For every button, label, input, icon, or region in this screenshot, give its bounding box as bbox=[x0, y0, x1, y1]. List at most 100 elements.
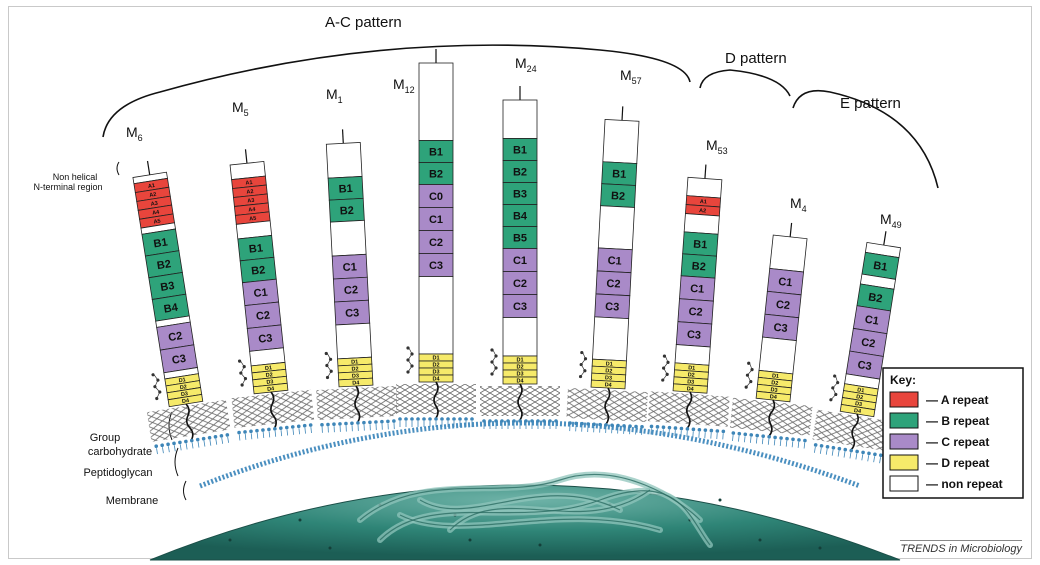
segment-non-repeat bbox=[418, 276, 454, 355]
segment-label: D4 bbox=[853, 408, 862, 415]
peptidoglycan-block bbox=[396, 384, 476, 414]
segment-label: A2 bbox=[699, 208, 706, 214]
segment-label: D2 bbox=[605, 368, 612, 374]
segment-label: D4 bbox=[182, 398, 191, 405]
segment-label: B2 bbox=[156, 258, 172, 272]
segment-label: D4 bbox=[604, 382, 612, 388]
protein-label-sub: 12 bbox=[405, 85, 415, 95]
m-proteins: A1A2A3A4A5B1B2B3B4C2C3D1D2D3D4M6A1A2A3A4… bbox=[126, 49, 902, 465]
segment-label: D4 bbox=[267, 386, 276, 393]
segment-label: B4 bbox=[163, 301, 180, 315]
legend-swatch bbox=[889, 475, 919, 492]
segment-non-repeat bbox=[335, 322, 372, 360]
segment-label: B2 bbox=[340, 205, 355, 218]
legend-swatch bbox=[889, 454, 919, 471]
segment-label: B1 bbox=[153, 236, 169, 250]
segment-non-repeat bbox=[674, 344, 711, 366]
protein-stem bbox=[146, 160, 151, 175]
segment-non-repeat bbox=[502, 99, 538, 139]
peptidoglycan-block bbox=[146, 399, 231, 442]
segment-label: B3 bbox=[160, 280, 176, 294]
pattern-brackets bbox=[102, 44, 939, 189]
segment-label: B1 bbox=[429, 146, 443, 158]
peptidoglycan-block bbox=[231, 389, 315, 429]
legend-item-label: — D repeat bbox=[926, 456, 989, 470]
protein-stem bbox=[244, 149, 248, 164]
membrane-anchor bbox=[850, 413, 859, 451]
segment-label: B2 bbox=[611, 190, 626, 203]
protein-label-sub: 53 bbox=[718, 146, 728, 156]
segment-label: D3 bbox=[432, 369, 439, 375]
nterm-label-1: Non helical bbox=[53, 172, 98, 182]
segment-label: C1 bbox=[513, 255, 527, 267]
membrane-lipids bbox=[813, 443, 889, 465]
legend-swatch bbox=[889, 412, 919, 429]
protein-label-sub: 6 bbox=[138, 133, 143, 143]
segment-label: B1 bbox=[872, 260, 888, 274]
segment-non-repeat bbox=[329, 219, 367, 257]
protein-label-M4: M4 bbox=[790, 195, 807, 214]
segment-label: B1 bbox=[693, 239, 708, 252]
segment-label: B3 bbox=[513, 188, 527, 200]
nterm-brace bbox=[116, 161, 120, 176]
segment-label: C2 bbox=[255, 310, 270, 323]
protein-label-main: M bbox=[326, 86, 338, 102]
protein-label-main: M bbox=[790, 195, 802, 211]
group-carbohydrate-chain bbox=[829, 374, 840, 402]
segment-label: D2 bbox=[516, 364, 523, 370]
membrane-lipids bbox=[237, 423, 313, 441]
protein-label-main: M bbox=[232, 99, 244, 115]
protein-label-M57: M57 bbox=[620, 67, 642, 86]
protein-label-sub: 24 bbox=[527, 64, 537, 74]
membrane-anchor bbox=[768, 399, 776, 437]
segment-label: C3 bbox=[773, 322, 788, 335]
segment-label: D4 bbox=[432, 376, 440, 382]
membrane-label: Membrane bbox=[106, 495, 159, 507]
pattern-label-ac: A-C pattern bbox=[325, 14, 402, 31]
segment-label: D1 bbox=[688, 365, 695, 371]
nterm-label-2: N-terminal region bbox=[33, 182, 102, 192]
membrane-lipids bbox=[649, 424, 726, 440]
protein-label-M1: M1 bbox=[326, 86, 343, 105]
legend-item-label: — C repeat bbox=[926, 435, 989, 449]
segment-label: D2 bbox=[351, 366, 358, 372]
segment-label: C3 bbox=[429, 260, 443, 272]
segment-label: D4 bbox=[769, 394, 778, 401]
peptidoglycan-block bbox=[316, 385, 398, 421]
protein-label-sub: 57 bbox=[632, 76, 642, 86]
segment-non-repeat bbox=[686, 176, 723, 199]
segment-label: C3 bbox=[258, 332, 273, 345]
segment-label: A3 bbox=[150, 201, 158, 208]
segment-label: A1 bbox=[700, 199, 707, 205]
segment-label: C2 bbox=[860, 336, 876, 350]
group-label-2: carbohydrate bbox=[88, 446, 152, 458]
protein-label-sub: 1 bbox=[338, 95, 343, 105]
segment-non-repeat bbox=[683, 213, 720, 235]
bracket-d bbox=[699, 69, 791, 97]
legend-item-label: — non repeat bbox=[926, 477, 1003, 491]
segment-label: C2 bbox=[688, 306, 703, 319]
segment-non-repeat bbox=[602, 119, 640, 164]
segment-non-repeat bbox=[592, 316, 630, 362]
segment-label: B2 bbox=[691, 260, 706, 273]
segment-label: D1 bbox=[432, 355, 439, 361]
segment-label: D2 bbox=[771, 380, 779, 387]
protein-label-main: M bbox=[880, 211, 892, 227]
peptidoglycan-block bbox=[480, 386, 560, 416]
segment-label: C2 bbox=[513, 278, 527, 290]
peptidoglycan-block bbox=[812, 409, 897, 452]
legend-key: Key: — A repeat — B repeat — C repeat — D r… bbox=[882, 367, 1024, 499]
peptidoglycan-block bbox=[647, 391, 730, 427]
membrane-lipids bbox=[154, 433, 230, 455]
segment-label: C2 bbox=[775, 299, 790, 312]
membrane-lipids bbox=[320, 419, 396, 433]
segment-label: C1 bbox=[429, 214, 443, 226]
membrane-brace bbox=[183, 480, 187, 501]
protein-label-sub: 5 bbox=[244, 108, 249, 118]
segment-label: C1 bbox=[778, 276, 793, 289]
bracket-ac bbox=[102, 44, 691, 138]
